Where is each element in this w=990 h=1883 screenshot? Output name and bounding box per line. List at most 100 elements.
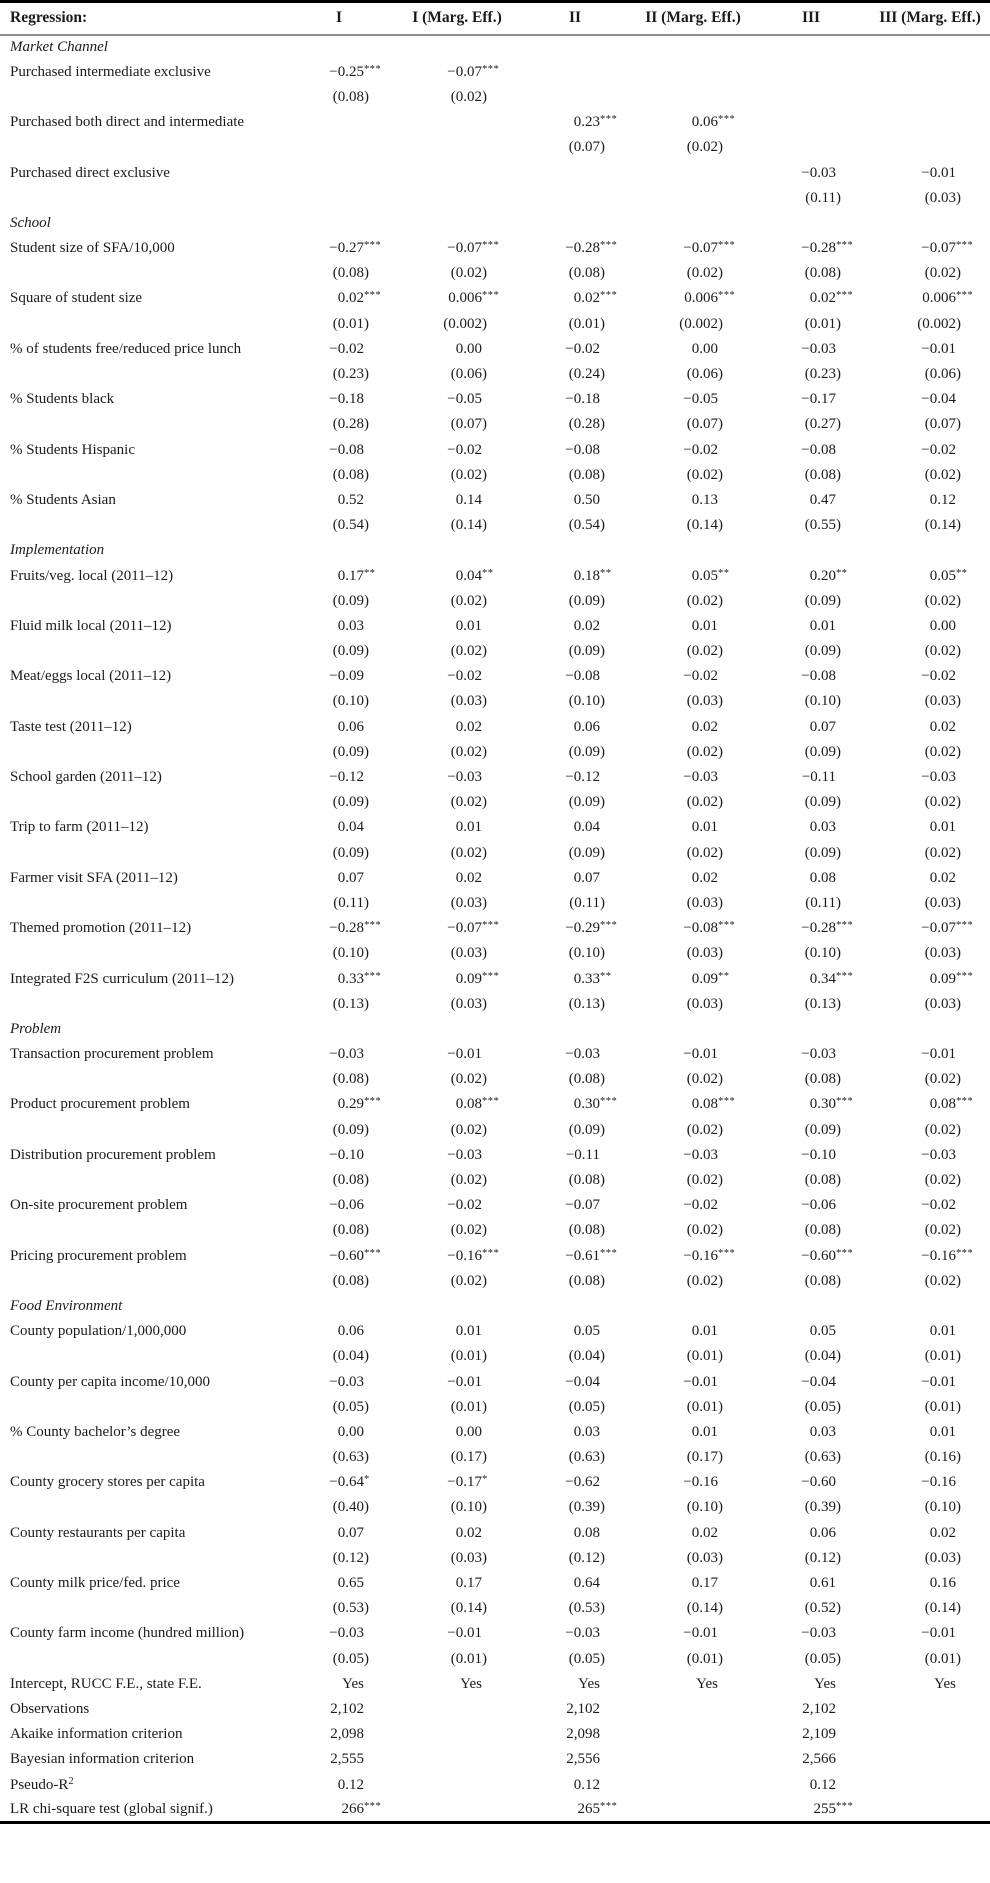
se-cell: (0.52): [804, 1600, 841, 1617]
coef-cell: −0.01: [683, 1373, 718, 1390]
row-label-empty: [0, 1546, 280, 1571]
se-row: (0.40) (0.10) (0.39) (0.10) (0.39) (0.10): [0, 1495, 990, 1520]
coef-cell: 0.08: [809, 869, 836, 886]
se-cell: (0.09): [332, 794, 369, 811]
se-cell: (0.05): [804, 1398, 841, 1415]
row-label: % Students Asian: [10, 491, 116, 508]
coef-cell: 0.33***: [337, 970, 382, 987]
row-label: School garden (2011–12): [10, 769, 162, 786]
se-cell: (0.03): [686, 693, 723, 710]
coef-cell: −0.08: [801, 668, 836, 685]
se-cell: (0.08): [804, 265, 841, 282]
se-cell: (0.13): [568, 995, 605, 1012]
se-cell: (0.08): [332, 265, 369, 282]
se-cell: (0.01): [924, 1650, 961, 1667]
coef-cell: 0.03: [573, 1423, 600, 1440]
row-label: On-site procurement problem: [10, 1197, 188, 1214]
se-cell: (0.07): [924, 416, 961, 433]
se-cell: (0.02): [686, 466, 723, 483]
se-cell: (0.10): [804, 693, 841, 710]
row-label: County per capita income/10,000: [10, 1373, 210, 1390]
se-cell: (0.09): [804, 592, 841, 609]
se-row: (0.09) (0.02) (0.09) (0.02) (0.09) (0.02): [0, 639, 990, 664]
se-cell: (0.02): [686, 1272, 723, 1289]
row-label-empty: [0, 1445, 280, 1470]
se-row: (0.63) (0.17) (0.63) (0.17) (0.63) (0.16): [0, 1445, 990, 1470]
section-title: Food Environment: [10, 1297, 123, 1314]
coef-row: School garden (2011–12) −0.12 −0.03 −0.12 −0…: [0, 765, 990, 790]
se-cell: (0.03): [450, 693, 487, 710]
table-header: Regression: I I (Marg. Eff.) II II (Marg…: [0, 1, 990, 36]
se-cell: (0.03): [924, 189, 961, 206]
se-cell: (0.04): [332, 1348, 369, 1365]
coef-row: On-site procurement problem −0.06 −0.02 −0.…: [0, 1193, 990, 1218]
coef-row: % Students Asian 0.52 0.14 0.50 0.13 0.47 0.12: [0, 488, 990, 513]
row-label: Integrated F2S curriculum (2011–12): [10, 970, 234, 987]
coef-row: % of students free/reduced price lunch −0…: [0, 337, 990, 362]
se-cell: (0.23): [332, 366, 369, 383]
coef-cell: 0.09***: [929, 970, 974, 987]
coef-cell: −0.08: [565, 668, 600, 685]
coef-row: Transaction procurement problem −0.03 −0.0…: [0, 1042, 990, 1067]
se-cell: (0.02): [924, 1222, 961, 1239]
coef-cell: 0.02: [455, 718, 482, 735]
se-cell: (0.03): [924, 995, 961, 1012]
se-row: (0.08) (0.02): [0, 85, 990, 110]
summary-label: Observations: [10, 1700, 90, 1717]
coef-cell: −0.62: [565, 1474, 600, 1491]
header-col-iii: III: [752, 1, 870, 36]
se-cell: (0.09): [804, 794, 841, 811]
coef-cell: −0.02: [683, 668, 718, 685]
coef-cell: 0.05**: [929, 567, 968, 584]
summary-cell: [870, 1747, 990, 1772]
row-label-empty: [0, 790, 280, 815]
se-row: (0.05) (0.01) (0.05) (0.01) (0.05) (0.01): [0, 1647, 990, 1672]
coef-cell: 0.09**: [691, 970, 730, 987]
se-cell: (0.55): [804, 517, 841, 534]
se-cell: (0.02): [686, 1222, 723, 1239]
row-label: Purchased both direct and intermediate: [10, 114, 245, 131]
coef-cell: −0.17*: [447, 1474, 488, 1491]
coef-cell: [280, 160, 398, 185]
se-cell: (0.002): [917, 315, 961, 332]
coef-cell: −0.03: [801, 1046, 836, 1063]
se-cell: (0.03): [686, 894, 723, 911]
coef-cell: −0.25***: [329, 63, 382, 80]
se-cell: (0.08): [568, 1071, 605, 1088]
coef-cell: 0.20**: [809, 567, 848, 584]
se-cell: (0.11): [805, 189, 841, 206]
coef-cell: 0.08***: [929, 1096, 974, 1113]
coef-row: Product procurement problem 0.29*** 0.08**…: [0, 1092, 990, 1117]
summary-cell: Yes: [578, 1675, 600, 1692]
coef-cell: −0.11: [801, 769, 836, 786]
coef-row: County restaurants per capita 0.07 0.02 0.0…: [0, 1521, 990, 1546]
row-label: Fruits/veg. local (2011–12): [10, 567, 174, 584]
row-label: Purchased intermediate exclusive: [10, 63, 211, 80]
coef-cell: [752, 110, 870, 135]
row-label-empty: [0, 1495, 280, 1520]
se-cell: (0.08): [568, 265, 605, 282]
se-cell: (0.05): [568, 1398, 605, 1415]
coef-row: County grocery stores per capita −0.64* −0…: [0, 1470, 990, 1495]
coef-row: Purchased direct exclusive −0.03 −0.01: [0, 160, 990, 185]
se-cell: (0.02): [924, 1071, 961, 1088]
summary-cell: 266***: [341, 1800, 382, 1817]
se-cell: (0.09): [804, 1121, 841, 1138]
section-row: Market Channel: [0, 35, 990, 60]
se-cell: (0.17): [686, 1449, 723, 1466]
summary-cell: 255***: [813, 1800, 854, 1817]
coef-cell: −0.16: [683, 1474, 718, 1491]
se-cell: (0.01): [804, 315, 841, 332]
coef-cell: −0.03: [683, 1146, 718, 1163]
coef-cell: −0.07***: [921, 920, 974, 937]
coef-cell: 0.02***: [337, 290, 382, 307]
se-cell: (0.16): [924, 1449, 961, 1466]
coef-row: Trip to farm (2011–12) 0.04 0.01 0.04 0.01 0.…: [0, 815, 990, 840]
se-cell: (0.02): [450, 265, 487, 282]
se-cell: (0.02): [686, 592, 723, 609]
coef-cell: −0.03: [565, 1046, 600, 1063]
coef-cell: 0.02: [929, 718, 956, 735]
coef-row: Fluid milk local (2011–12) 0.03 0.01 0.02 0.…: [0, 614, 990, 639]
se-row: (0.09) (0.02) (0.09) (0.02) (0.09) (0.02): [0, 589, 990, 614]
se-row: (0.08) (0.02) (0.08) (0.02) (0.08) (0.02): [0, 1067, 990, 1092]
